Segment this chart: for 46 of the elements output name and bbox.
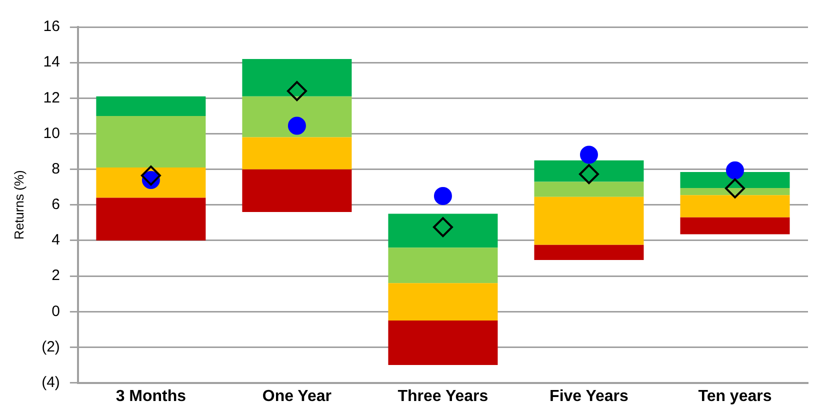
bar — [680, 195, 790, 218]
y-tick-label: 10 — [43, 124, 60, 142]
y-tick-label: 12 — [43, 89, 60, 106]
y-tick-label: 14 — [43, 54, 60, 71]
point — [140, 166, 161, 186]
bar — [534, 244, 644, 260]
bar — [534, 182, 644, 197]
point — [578, 164, 599, 184]
bar — [388, 320, 498, 366]
bar — [242, 137, 352, 170]
bar — [96, 168, 206, 198]
x-tick-label: One Year — [262, 388, 332, 405]
point — [288, 116, 306, 135]
y-tick-label: 16 — [43, 18, 60, 36]
y-tick-label: 0 — [52, 302, 60, 320]
bar — [680, 188, 790, 196]
bar — [388, 283, 498, 321]
x-tick-label: 3 Months — [116, 388, 186, 405]
point — [726, 161, 744, 180]
y-tick-label: (2) — [42, 338, 60, 356]
bar — [242, 96, 352, 138]
y-tick-label: 6 — [52, 196, 60, 214]
y-axis-title: Returns (%) — [11, 170, 26, 240]
bar — [242, 59, 352, 96]
bar — [96, 116, 206, 168]
bar — [96, 96, 206, 116]
point — [286, 81, 307, 102]
y-tick-label: 4 — [52, 232, 60, 249]
bar — [388, 214, 498, 248]
bar — [680, 217, 790, 234]
y-tick-label: 2 — [52, 267, 60, 284]
y-tick-label: 8 — [52, 160, 60, 178]
bar — [534, 196, 644, 245]
point — [724, 178, 745, 198]
y-tick-label: (4) — [42, 374, 60, 391]
x-tick-label: Three Years — [398, 388, 488, 405]
point — [580, 146, 598, 164]
point — [434, 187, 452, 206]
point — [432, 217, 453, 238]
bar — [388, 248, 498, 284]
bar — [96, 198, 206, 240]
bar — [534, 160, 644, 182]
x-tick-label: Ten years — [698, 388, 772, 405]
x-tick-label: Five Years — [550, 388, 629, 405]
bar — [680, 172, 790, 188]
bar — [242, 169, 352, 212]
